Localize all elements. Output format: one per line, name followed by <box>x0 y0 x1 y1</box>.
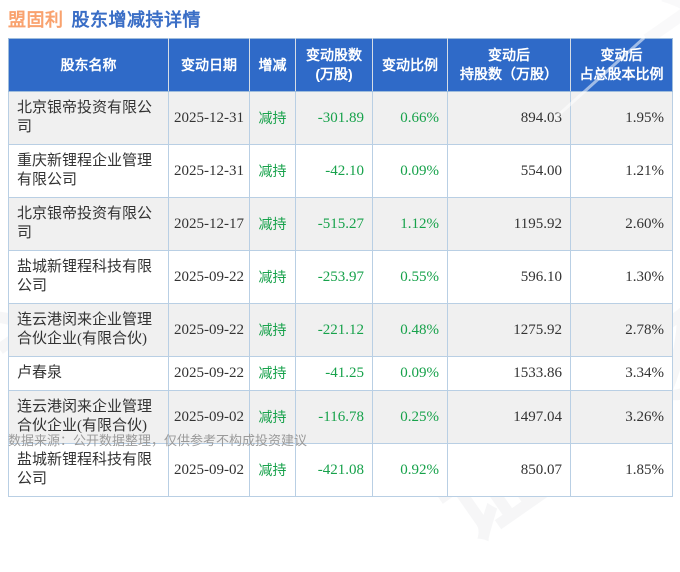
cell-date: 2025-12-31 <box>168 91 250 145</box>
cell-change: -116.78 <box>295 390 373 444</box>
cell-date: 2025-09-22 <box>168 250 250 304</box>
cell-after: 894.03 <box>447 91 571 145</box>
cell-ratio: 0.66% <box>372 91 448 145</box>
cell-after_ratio: 2.78% <box>570 303 673 357</box>
cell-action: 减持 <box>249 443 296 497</box>
cell-name: 重庆新锂程企业管理有限公司 <box>8 144 169 198</box>
cell-date: 2025-12-31 <box>168 144 250 198</box>
table-row: 连云港闵来企业管理合伙企业(有限合伙) 2025-09-02 减持 -116.78 0.… <box>8 390 673 444</box>
cell-change: -221.12 <box>295 303 373 357</box>
cell-name: 盐城新锂程科技有限公司 <box>8 443 169 497</box>
cell-after: 1533.86 <box>447 356 571 391</box>
cell-date: 2025-12-17 <box>168 197 250 251</box>
table-row: 盐城新锂程科技有限公司 2025-09-22 减持 -253.97 0.55% 596.1… <box>8 250 673 304</box>
cell-change: -253.97 <box>295 250 373 304</box>
cell-name: 盐城新锂程科技有限公司 <box>8 250 169 304</box>
cell-change: -41.25 <box>295 356 373 391</box>
cell-ratio: 0.48% <box>372 303 448 357</box>
cell-change: -42.10 <box>295 144 373 198</box>
cell-action: 减持 <box>249 303 296 357</box>
cell-after_ratio: 3.26% <box>570 390 673 444</box>
page-title: 盟固利 股东增减持详情 <box>8 6 201 32</box>
cell-after_ratio: 1.95% <box>570 91 673 145</box>
page-title-text: 股东增减持详情 <box>71 10 201 30</box>
cell-name: 北京银帝投资有限公司 <box>8 91 169 145</box>
cell-date: 2025-09-22 <box>168 356 250 391</box>
cell-after: 850.07 <box>447 443 571 497</box>
cell-name: 连云港闵来企业管理合伙企业(有限合伙) <box>8 390 169 444</box>
col-header-action: 增减 <box>249 38 296 92</box>
cell-action: 减持 <box>249 356 296 391</box>
col-header-date: 变动日期 <box>168 38 250 92</box>
cell-date: 2025-09-02 <box>168 390 250 444</box>
table-row: 重庆新锂程企业管理有限公司 2025-12-31 减持 -42.10 0.09% 554.… <box>8 144 673 198</box>
cell-after_ratio: 1.21% <box>570 144 673 198</box>
cell-after_ratio: 1.30% <box>570 250 673 304</box>
cell-ratio: 0.09% <box>372 144 448 198</box>
data-source-note: 数据来源：公开数据整理，仅供参考不构成投资建议 <box>8 433 308 448</box>
cell-action: 减持 <box>249 390 296 444</box>
cell-after_ratio: 3.34% <box>570 356 673 391</box>
cell-name: 卢春泉 <box>8 356 169 391</box>
cell-action: 减持 <box>249 144 296 198</box>
cell-after_ratio: 1.85% <box>570 443 673 497</box>
cell-name: 连云港闵来企业管理合伙企业(有限合伙) <box>8 303 169 357</box>
cell-action: 减持 <box>249 250 296 304</box>
table-row: 盐城新锂程科技有限公司 2025-09-02 减持 -421.08 0.92% 850.0… <box>8 443 673 497</box>
table-row: 北京银帝投资有限公司 2025-12-31 减持 -301.89 0.66% 894.03… <box>8 91 673 145</box>
cell-date: 2025-09-02 <box>168 443 250 497</box>
col-header-change: 变动股数 (万股) <box>295 38 373 92</box>
cell-ratio: 0.55% <box>372 250 448 304</box>
cell-ratio: 0.25% <box>372 390 448 444</box>
col-header-after_ratio: 变动后 占总股本比例 <box>570 38 673 92</box>
table-row: 北京银帝投资有限公司 2025-12-17 减持 -515.27 1.12% 1195.9… <box>8 197 673 251</box>
cell-name: 北京银帝投资有限公司 <box>8 197 169 251</box>
cell-after: 1497.04 <box>447 390 571 444</box>
table-row: 卢春泉 2025-09-22 减持 -41.25 0.09% 1533.86 3.34% <box>8 356 673 391</box>
stock-name: 盟固利 <box>8 10 64 30</box>
cell-change: -421.08 <box>295 443 373 497</box>
cell-action: 减持 <box>249 197 296 251</box>
col-header-after: 变动后 持股数（万股） <box>447 38 571 92</box>
cell-after: 1275.92 <box>447 303 571 357</box>
cell-change: -515.27 <box>295 197 373 251</box>
cell-after: 596.10 <box>447 250 571 304</box>
cell-change: -301.89 <box>295 91 373 145</box>
col-header-ratio: 变动比例 <box>372 38 448 92</box>
cell-after_ratio: 2.60% <box>570 197 673 251</box>
cell-action: 减持 <box>249 91 296 145</box>
cell-ratio: 0.09% <box>372 356 448 391</box>
cell-date: 2025-09-22 <box>168 303 250 357</box>
cell-ratio: 1.12% <box>372 197 448 251</box>
col-header-name: 股东名称 <box>8 38 169 92</box>
cell-after: 1195.92 <box>447 197 571 251</box>
table-row: 连云港闵来企业管理合伙企业(有限合伙) 2025-09-22 减持 -221.12 0.… <box>8 303 673 357</box>
cell-after: 554.00 <box>447 144 571 198</box>
cell-ratio: 0.92% <box>372 443 448 497</box>
